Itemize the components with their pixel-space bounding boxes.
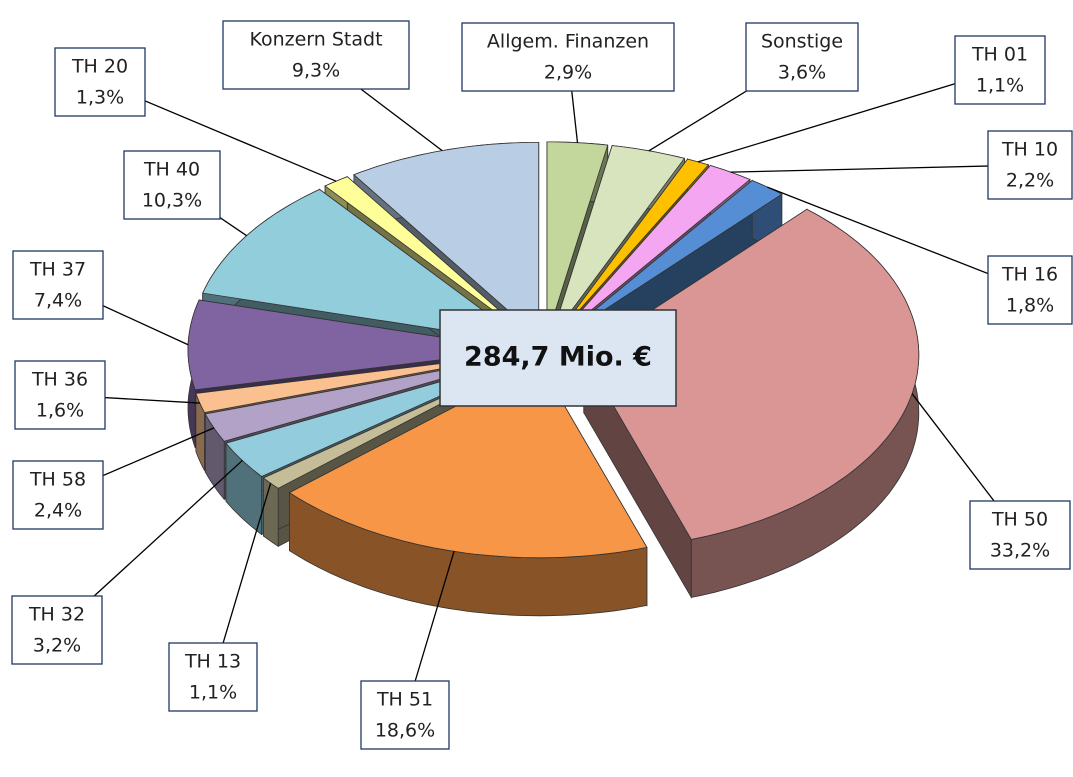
- label-name: TH 37: [29, 259, 86, 281]
- center-label: 284,7 Mio. €: [464, 342, 652, 373]
- slice: [353, 141, 540, 339]
- label-box: [123, 150, 221, 220]
- pie: [187, 141, 920, 617]
- label-name: TH 51: [376, 689, 433, 711]
- label-box: [954, 35, 1046, 105]
- label-box: [745, 22, 859, 92]
- label-name: TH 36: [31, 369, 88, 391]
- slice-wall: [262, 477, 279, 548]
- label-box: [987, 255, 1073, 325]
- slice: [187, 299, 524, 391]
- label-name: TH 40: [143, 159, 200, 181]
- label-box: [168, 642, 258, 712]
- slice: [288, 362, 648, 559]
- label-name: TH 13: [184, 651, 241, 673]
- label-value: 2,9%: [544, 62, 592, 84]
- label-value: 1,1%: [976, 75, 1024, 97]
- slice: [554, 158, 710, 339]
- leader-line: [730, 164, 1031, 173]
- leader-line: [697, 69, 1001, 163]
- label-box: [987, 130, 1073, 200]
- label-name: Allgem. Finanzen: [487, 31, 649, 53]
- label-name: Sonstige: [761, 31, 843, 53]
- center-box: [439, 309, 677, 407]
- label-value: 3,6%: [778, 62, 826, 84]
- label-box: [461, 22, 675, 92]
- label-value: 1,1%: [189, 682, 237, 704]
- label-box: [360, 680, 450, 750]
- label-value: 10,3%: [142, 190, 202, 212]
- label-name: TH 10: [1001, 139, 1058, 161]
- label-box: [54, 47, 146, 117]
- labels: Allgem. Finanzen 2,9% Sonstige 3,6% TH 01 1,1…: [11, 20, 1073, 750]
- label-value: 7,4%: [34, 290, 82, 312]
- leader-line: [767, 186, 1031, 291]
- label-value: 9,3%: [292, 60, 340, 82]
- label-name: Konzern Stadt: [249, 29, 382, 51]
- label-box: [11, 595, 103, 665]
- label-box: [969, 500, 1071, 570]
- label-value: 33,2%: [990, 540, 1050, 562]
- label-value: 2,4%: [34, 500, 82, 522]
- label-name: TH 20: [71, 56, 128, 78]
- slice: [546, 141, 609, 338]
- label-name: TH 32: [28, 604, 85, 626]
- label-name: TH 16: [1001, 264, 1058, 286]
- label-value: 18,6%: [375, 720, 435, 742]
- label-box: [12, 250, 104, 320]
- label-box: [12, 460, 104, 530]
- label-value: 3,2%: [33, 635, 81, 657]
- label-value: 1,8%: [1006, 295, 1054, 317]
- label-name: TH 50: [991, 509, 1048, 531]
- label-value: 1,6%: [36, 400, 84, 422]
- label-name: TH 58: [29, 469, 86, 491]
- label-name: TH 01: [971, 44, 1028, 66]
- label-value: 1,3%: [76, 87, 124, 109]
- slice: [324, 176, 533, 340]
- label-box: [222, 20, 410, 90]
- label-value: 2,2%: [1006, 170, 1054, 192]
- label-box: [14, 360, 106, 430]
